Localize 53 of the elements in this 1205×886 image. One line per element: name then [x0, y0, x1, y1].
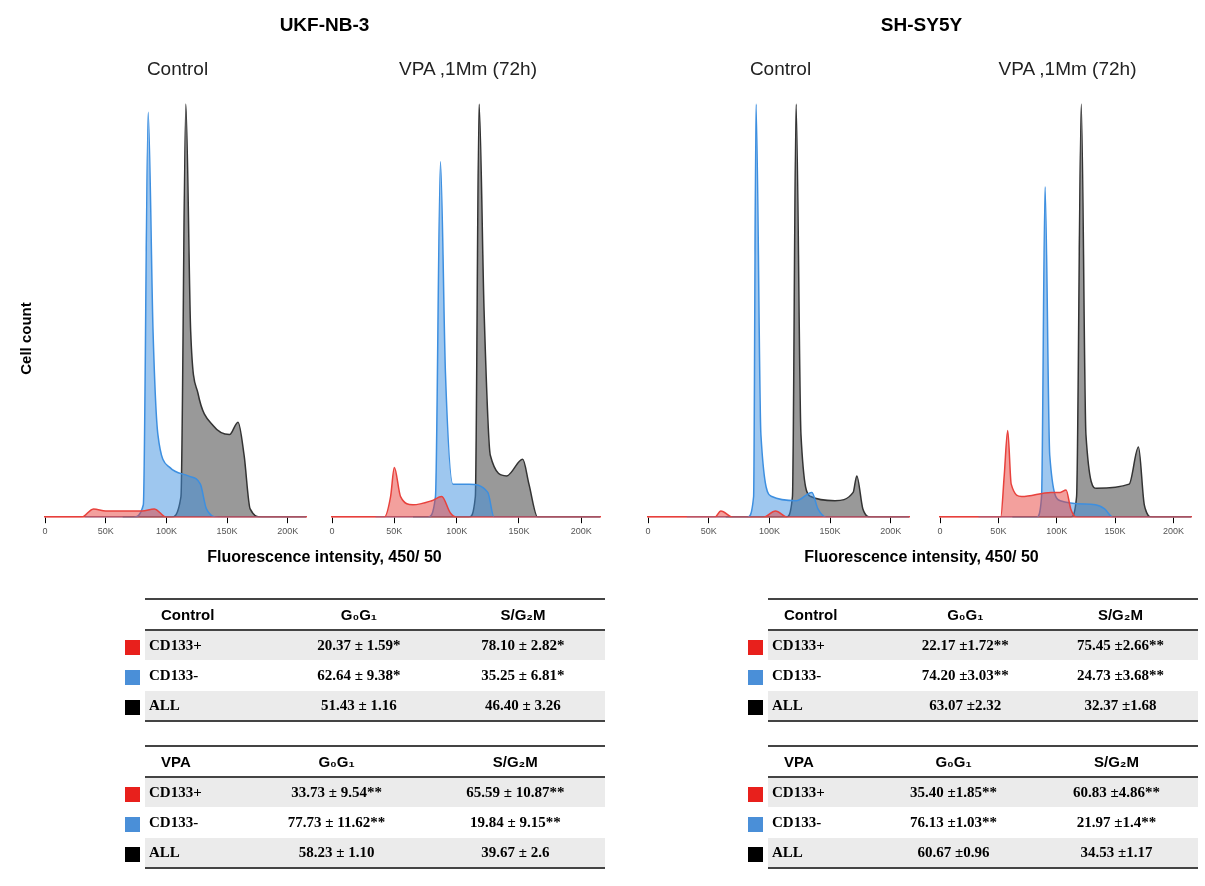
chart-subtitle: Control: [748, 58, 813, 80]
chart-title: SH-SY5Y: [879, 14, 964, 36]
category-label: S/G₂M: [491, 752, 539, 772]
text: 77.73 ± 11.62**: [286, 813, 387, 832]
text: 24.73 ±3.68**: [1075, 666, 1165, 685]
x-axis-title: Fluorescence intensity, 450/ 50: [206, 548, 443, 566]
category-label: CD133-: [149, 667, 199, 683]
y-axis-title: Cell count: [16, 301, 34, 377]
x-tick-label: 0: [645, 526, 651, 537]
x-axis-title: Fluorescence intensity, 450/ 50: [803, 548, 1040, 566]
text: 19.84 ± 9.15**: [468, 813, 562, 832]
category-label: G₀G₁: [317, 752, 356, 772]
x-tick-label: 0: [937, 526, 943, 537]
chart-title: UKF-NB-3: [278, 14, 371, 36]
category-label: CD133-: [772, 667, 822, 683]
chart-subtitle: Control: [145, 58, 210, 80]
chart-subtitle: VPA ,1Mm (72h): [398, 58, 538, 80]
x-tick-label: 50K: [386, 526, 403, 537]
x-tick-label: 200K: [1162, 526, 1184, 537]
x-tick-label: 100K: [446, 526, 468, 537]
category-label: G₀G₁: [946, 605, 985, 625]
category-label: S/G₂M: [1093, 752, 1141, 772]
category-label: G₀G₁: [934, 752, 973, 772]
text: Control: [783, 605, 839, 625]
category-label: S/G₂M: [1096, 605, 1144, 625]
text: 21.97 ±1.4**: [1075, 813, 1158, 832]
x-tick-label: 50K: [990, 526, 1007, 537]
category-label: CD133-: [772, 814, 822, 830]
text: 35.25 ± 6.81*: [480, 666, 566, 685]
x-tick-label: 100K: [1046, 526, 1068, 537]
category-label: G₀G₁: [339, 605, 379, 625]
x-tick-label: 0: [42, 526, 48, 537]
chart-subtitle: VPA ,1Mm (72h): [997, 58, 1138, 80]
x-tick-label: 200K: [880, 526, 902, 537]
text: VPA: [160, 752, 192, 772]
x-tick-label: 0: [329, 526, 335, 537]
x-tick-label: 50K: [97, 526, 114, 537]
x-tick-label: 150K: [216, 526, 238, 537]
text: 74.20 ±3.03**: [920, 666, 1010, 685]
category-label: S/G₂M: [499, 605, 547, 625]
x-tick-label: 50K: [700, 526, 717, 537]
text: VPA: [783, 752, 815, 772]
text: Control: [160, 605, 216, 625]
x-tick-label: 200K: [570, 526, 592, 537]
x-tick-label: 200K: [277, 526, 299, 537]
x-tick-label: 150K: [1104, 526, 1126, 537]
x-tick-label: 150K: [819, 526, 841, 537]
x-tick-label: 100K: [758, 526, 780, 537]
text: 62.64 ± 9.38*: [316, 666, 402, 685]
text: 76.13 ±1.03**: [909, 813, 999, 832]
x-tick-label: 150K: [508, 526, 530, 537]
category-label: CD133-: [149, 814, 199, 830]
x-tick-label: 100K: [155, 526, 177, 537]
